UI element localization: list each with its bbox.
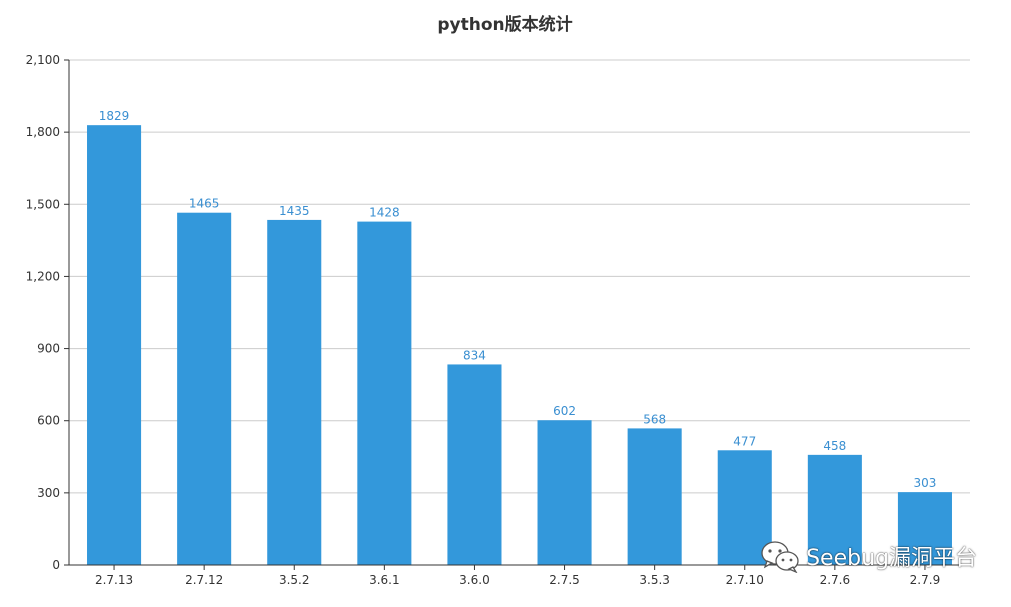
axes [68,60,970,566]
x-tick-label: 2.7.12 [185,573,223,587]
x-tick-label: 3.5.2 [279,573,310,587]
x-tick-label: 3.6.1 [369,573,400,587]
bar-value-label: 458 [823,439,846,453]
x-tick-label: 2.7.9 [910,573,941,587]
bar-value-label: 602 [553,404,576,418]
bar [807,454,862,565]
x-tick-label: 3.6.0 [459,573,490,587]
y-tick-label: 300 [37,486,60,500]
x-tick-label: 2.7.6 [820,573,851,587]
y-tick-label: 0 [52,558,60,572]
bar [267,219,322,565]
x-tick-label: 2.7.10 [726,573,764,587]
x-tick-label: 2.7.5 [549,573,580,587]
x-tick-label: 3.5.3 [639,573,670,587]
bar [897,492,952,565]
x-tick-label: 2.7.13 [95,573,133,587]
bar-value-label: 568 [643,412,666,426]
chart-title: python版本统计 [437,14,572,35]
bar [447,364,502,565]
y-tick-label: 1,500 [26,197,60,211]
bar-value-label: 1465 [189,197,220,211]
bar-value-label: 477 [733,434,756,448]
bar-value-label: 1428 [369,206,400,220]
bars [87,125,952,566]
bar [717,450,772,565]
bar-value-label: 1829 [99,109,130,123]
bar-value-label: 834 [463,348,486,362]
y-tick-label: 1,800 [26,125,60,139]
y-tick-label: 2,100 [26,53,60,67]
bar [357,221,412,565]
y-axis-ticks: 0 300 600 900 1,200 1,500 1,800 2,100 [26,53,69,572]
bar [177,212,232,565]
x-axis-ticks: 2.7.13 2.7.12 3.5.2 3.6.1 3.6.0 2.7.5 3.5.3 2.7… [95,565,940,587]
y-tick-label: 1,200 [26,269,60,283]
bar-value-label: 303 [913,476,936,490]
bar-value-labels: 1829 1465 1435 1428 834 602 568 477 458 303 [99,109,937,490]
bar [537,420,592,565]
bar [627,428,682,565]
bar [87,125,142,566]
y-tick-label: 900 [37,342,60,356]
y-tick-label: 600 [37,414,60,428]
bar-value-label: 1435 [279,204,310,218]
